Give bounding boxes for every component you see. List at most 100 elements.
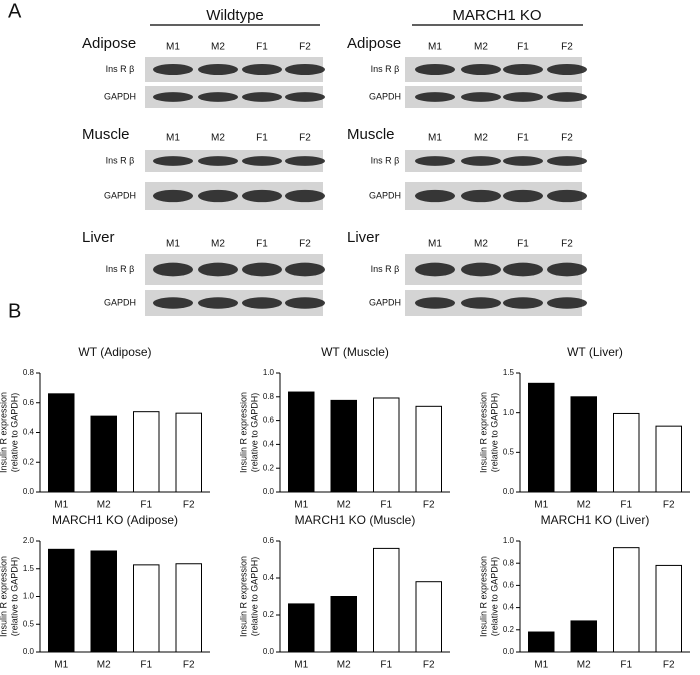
blot-band	[285, 189, 325, 203]
bar	[48, 548, 75, 653]
x-tick-label: F2	[423, 660, 435, 671]
blot-band	[242, 189, 282, 203]
blot-band	[242, 262, 282, 277]
chart-title: MARCH1 KO (Liver)	[541, 513, 650, 527]
blot-band	[153, 64, 193, 75]
blot-band	[547, 92, 587, 102]
blot-label: GAPDH	[104, 190, 136, 200]
bar	[48, 393, 75, 493]
bar	[655, 425, 682, 493]
y-tick-label: 0.6	[263, 416, 275, 425]
blot-band	[285, 92, 325, 102]
x-tick-label: M2	[577, 500, 591, 511]
bar	[415, 581, 442, 653]
lane-label: M1	[166, 42, 180, 53]
lane-label: M1	[428, 133, 442, 144]
y-tick-label: 0.2	[263, 463, 275, 472]
lane-label: F1	[256, 42, 268, 53]
x-tick-label: F1	[140, 500, 152, 511]
blot-band	[153, 189, 193, 203]
blot-label: GAPDH	[369, 91, 401, 101]
lane-label: F1	[256, 239, 268, 250]
blot-label: Ins R β	[371, 264, 400, 274]
blot-band	[461, 64, 501, 75]
lane-label: F1	[517, 239, 529, 250]
blot-band	[547, 189, 587, 203]
y-tick-label: 0.2	[263, 610, 275, 619]
blot-band	[503, 64, 543, 75]
bar	[288, 603, 315, 653]
blot-band	[415, 156, 455, 166]
lane-label: M2	[211, 42, 225, 53]
bar	[528, 382, 555, 493]
lane-label: M1	[428, 42, 442, 53]
y-tick-label: 0.0	[263, 647, 275, 656]
lane-label: F1	[517, 42, 529, 53]
blot-label: Ins R β	[106, 64, 135, 74]
y-tick-label: 1.0	[503, 408, 515, 417]
blot-band	[415, 64, 455, 75]
chart-title: MARCH1 KO (Muscle)	[295, 513, 416, 527]
y-tick-label: 1.0	[23, 592, 35, 601]
blot-band	[198, 297, 238, 309]
blot-band	[242, 92, 282, 102]
lane-label: M2	[474, 239, 488, 250]
panel-label: B	[8, 300, 21, 322]
y-axis-label: (relative to GAPDH)	[489, 393, 499, 473]
bar	[288, 391, 315, 493]
lane-label: F2	[561, 42, 573, 53]
blot-band	[198, 92, 238, 102]
y-tick-label: 0.6	[23, 398, 35, 407]
chart-title: WT (Liver)	[567, 345, 623, 359]
blot-band	[461, 92, 501, 102]
bar	[373, 397, 400, 493]
blot-band	[242, 156, 282, 166]
blot-band	[461, 156, 501, 166]
blot-band	[547, 156, 587, 166]
y-axis-label: Insulin R expression	[478, 392, 488, 473]
blot-label: GAPDH	[104, 91, 136, 101]
lane-label: F2	[299, 42, 311, 53]
blot-band	[461, 297, 501, 309]
blot-band	[503, 262, 543, 277]
y-tick-label: 1.0	[503, 536, 515, 545]
lane-label: M1	[166, 133, 180, 144]
bar	[90, 550, 117, 653]
y-tick-label: 0.4	[263, 440, 275, 449]
lane-label: M2	[474, 42, 488, 53]
y-tick-label: 0.0	[23, 647, 35, 656]
x-tick-label: M2	[337, 500, 351, 511]
bar	[175, 412, 202, 493]
x-tick-label: F1	[620, 500, 632, 511]
blot-band	[198, 262, 238, 277]
y-axis-label: Insulin R expression	[238, 392, 248, 473]
tissue-label: Liver	[347, 229, 380, 246]
chart-title: MARCH1 KO (Adipose)	[52, 513, 178, 527]
x-tick-label: F2	[663, 500, 675, 511]
y-axis-label: Insulin R expression	[238, 556, 248, 637]
blot-band	[153, 297, 193, 309]
lane-label: M1	[428, 239, 442, 250]
blot-band	[503, 92, 543, 102]
x-tick-label: F2	[183, 500, 195, 511]
y-tick-label: 0.6	[503, 581, 515, 590]
blot-band	[415, 297, 455, 309]
lane-label: F2	[561, 133, 573, 144]
x-tick-label: M1	[294, 500, 308, 511]
y-tick-label: 0.8	[23, 368, 35, 377]
tissue-label: Adipose	[347, 35, 401, 52]
x-tick-label: F1	[380, 660, 392, 671]
y-tick-label: 0.0	[263, 487, 275, 496]
y-tick-label: 1.5	[23, 564, 35, 573]
y-tick-label: 1.5	[503, 368, 515, 377]
blot-label: GAPDH	[369, 297, 401, 307]
bar	[528, 631, 555, 653]
y-tick-label: 0.2	[23, 457, 35, 466]
blot-band	[415, 262, 455, 277]
blot-band	[285, 297, 325, 309]
y-tick-label: 0.4	[23, 428, 35, 437]
blot-band	[198, 189, 238, 203]
x-tick-label: M2	[97, 660, 111, 671]
lane-label: M2	[211, 133, 225, 144]
y-tick-label: 0.0	[23, 487, 35, 496]
